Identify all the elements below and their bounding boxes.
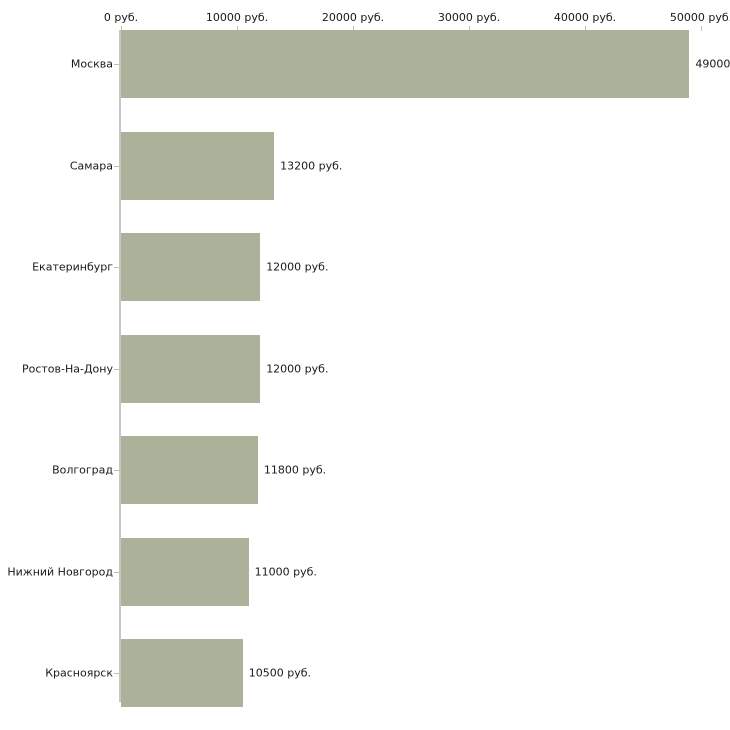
category-label: Самара [69,159,113,172]
bar-row: Самара 13200 руб. [0,131,730,200]
category-tick-mark [114,470,119,471]
bar [121,131,275,200]
x-axis-tick-label: 40000 руб. [553,11,617,24]
category-label: Красноярск [45,666,113,680]
bar [121,233,261,301]
x-axis-tick-mark [469,26,470,31]
x-axis-tick-label: 50000 руб. [669,11,730,24]
category-label: Ростов-На-Дону [21,362,113,375]
bar-row: Москва 49000 [0,30,730,98]
category-tick-mark [114,165,119,167]
x-axis-tick-mark [121,26,122,31]
x-axis-tick-mark [585,26,586,31]
category-tick-mark [114,368,119,370]
bar-row: Волгоград 11800 руб. [0,436,730,504]
value-label: 49000 [695,57,730,71]
x-axis-tick-mark [237,26,238,31]
value-label: 10500 руб. [248,666,312,680]
bar [121,537,249,606]
category-label: Москва [70,57,113,71]
category-tick-mark [114,571,119,573]
x-axis-tick-mark [701,26,702,31]
x-axis-tick-label: 20000 руб. [321,11,385,24]
bar-row: Нижний Новгород 11000 руб. [0,537,730,606]
value-label: 11000 руб. [254,565,317,578]
category-label: Нижний Новгород [7,565,113,578]
bar [121,639,243,707]
y-axis-line [119,30,121,702]
category-label: Волгоград [52,463,113,477]
x-axis-tick-label: 0 руб. [103,11,139,24]
x-axis-tick-mark [353,26,354,31]
value-label: 13200 руб. [280,159,343,172]
category-label: Екатеринбург [32,260,113,274]
bar [121,436,258,504]
bar-row: Екатеринбург 12000 руб. [0,233,730,301]
value-label: 12000 руб. [266,362,329,375]
bar [121,30,690,98]
bar-row: Красноярск 10500 руб. [0,639,730,707]
bar [121,334,261,403]
x-axis-tick-label: 30000 руб. [437,11,501,24]
value-label: 12000 руб. [266,260,329,274]
bar-row: Ростов-На-Дону 12000 руб. [0,334,730,403]
category-tick-mark [114,64,119,65]
x-axis-tick-label: 10000 руб. [205,11,269,24]
category-tick-mark [114,267,119,268]
category-tick-mark [114,673,119,674]
value-label: 11800 руб. [263,463,327,477]
